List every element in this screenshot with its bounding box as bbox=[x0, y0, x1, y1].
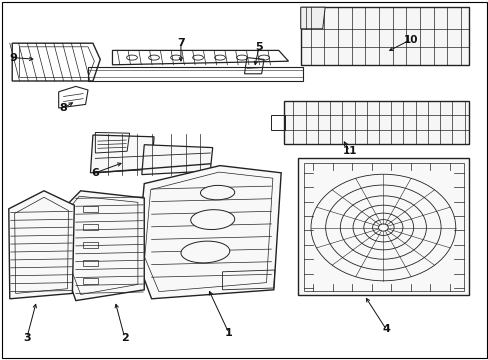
Text: 3: 3 bbox=[23, 333, 31, 343]
Polygon shape bbox=[283, 101, 468, 144]
Text: 9: 9 bbox=[10, 53, 18, 63]
Ellipse shape bbox=[181, 241, 229, 263]
Text: 7: 7 bbox=[177, 38, 184, 48]
Polygon shape bbox=[298, 158, 468, 295]
Text: 5: 5 bbox=[255, 42, 263, 52]
Polygon shape bbox=[49, 191, 144, 301]
Ellipse shape bbox=[190, 210, 234, 230]
Polygon shape bbox=[142, 145, 212, 175]
Ellipse shape bbox=[200, 185, 234, 200]
Text: 10: 10 bbox=[403, 35, 417, 45]
Text: 11: 11 bbox=[342, 146, 356, 156]
Text: 2: 2 bbox=[121, 333, 128, 343]
Text: 1: 1 bbox=[224, 328, 232, 338]
Text: 8: 8 bbox=[60, 103, 67, 113]
Polygon shape bbox=[300, 7, 325, 29]
Polygon shape bbox=[9, 191, 74, 299]
Text: 6: 6 bbox=[91, 168, 99, 178]
Polygon shape bbox=[90, 135, 154, 173]
Polygon shape bbox=[137, 166, 281, 299]
Polygon shape bbox=[300, 7, 468, 65]
Text: 4: 4 bbox=[382, 324, 389, 334]
